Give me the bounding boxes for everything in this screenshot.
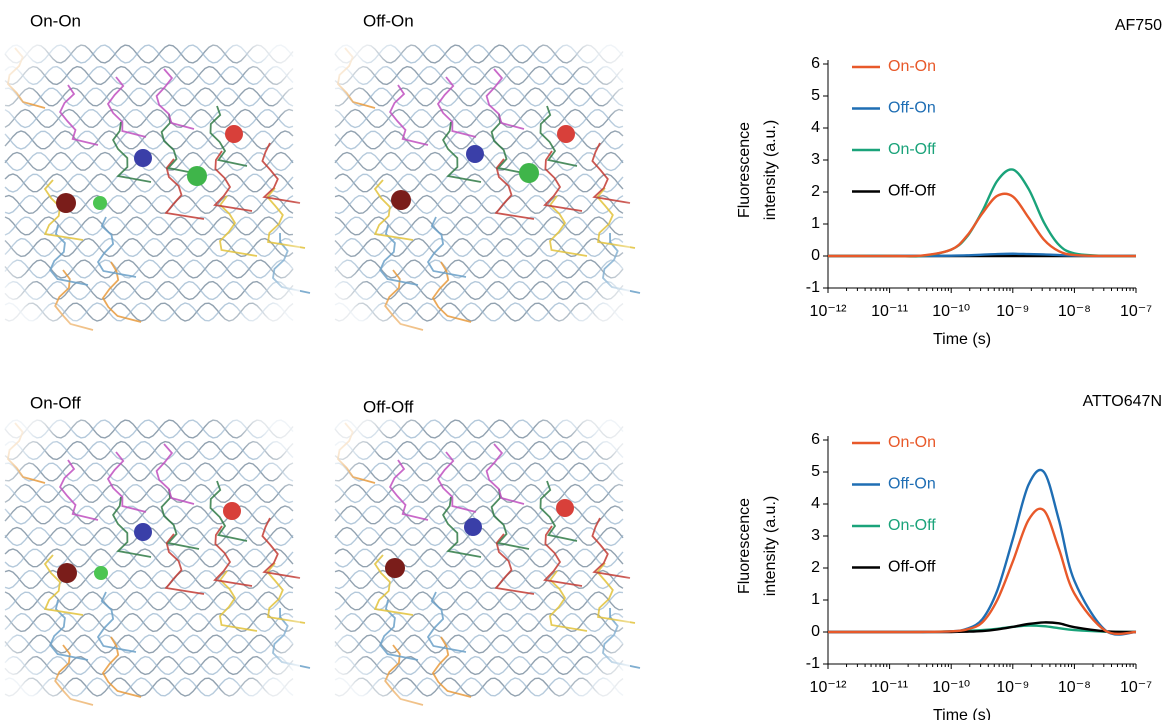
x-axis-label: Time (s): [933, 331, 991, 348]
chart-title: ATTO647N: [1083, 393, 1162, 410]
x-tick-label: 10⁻¹⁰: [932, 679, 970, 696]
data-line: [827, 192, 1137, 258]
y-tick-label: 2: [811, 559, 820, 576]
x-tick-label: 10⁻⁷: [1120, 679, 1152, 696]
panel-label: On-Off: [30, 393, 81, 412]
origami-panel: [329, 409, 641, 711]
x-axis-label: Time (s): [933, 707, 991, 720]
y-tick-label: 1: [811, 215, 820, 232]
y-tick-label: 5: [811, 463, 820, 480]
dye: [223, 502, 241, 520]
panel-label: Off-Off: [363, 397, 414, 416]
y-tick-label: 1: [811, 591, 820, 608]
legend-label: On-On: [888, 58, 936, 75]
x-tick-label: 10⁻⁷: [1120, 303, 1152, 320]
dye: [134, 149, 152, 167]
dye: [466, 145, 484, 163]
legend-label: On-Off: [888, 517, 936, 534]
origami-panel: [329, 34, 641, 336]
x-tick-label: 10⁻¹⁰: [932, 303, 970, 320]
x-tick-label: 10⁻⁸: [1058, 303, 1091, 320]
y-tick-label: 3: [811, 527, 820, 544]
dye: [557, 125, 575, 143]
y-axis-label: intensity (a.u.): [762, 120, 779, 220]
x-tick-label: 10⁻¹¹: [871, 679, 908, 696]
panel-label: Off-On: [363, 11, 414, 30]
legend-label: Off-Off: [888, 183, 936, 200]
x-tick-label: 10⁻¹¹: [871, 303, 908, 320]
y-tick-label: 4: [811, 495, 820, 512]
dye: [94, 566, 108, 580]
dye: [385, 558, 405, 578]
legend-label: Off-Off: [888, 559, 936, 576]
y-tick-label: 2: [811, 183, 820, 200]
dye: [519, 163, 539, 183]
legend-label: Off-On: [888, 100, 936, 117]
dye: [93, 196, 107, 210]
x-tick-label: 10⁻⁸: [1058, 679, 1091, 696]
y-tick-label: 0: [811, 247, 820, 264]
y-tick-label: 0: [811, 623, 820, 640]
x-tick-label: 10⁻⁹: [996, 679, 1029, 696]
dye: [464, 518, 482, 536]
y-axis-label: Fluorescence: [736, 122, 753, 218]
data-line: [827, 507, 1137, 636]
dye: [225, 125, 243, 143]
y-axis-label: intensity (a.u.): [762, 496, 779, 596]
y-tick-label: 6: [811, 431, 820, 448]
origami-panel: [0, 34, 311, 336]
y-tick-label: -1: [806, 655, 820, 672]
dye: [57, 563, 77, 583]
panel-label: On-On: [30, 11, 81, 30]
legend-label: On-On: [888, 434, 936, 451]
y-tick-label: 4: [811, 119, 820, 136]
y-tick-label: -1: [806, 279, 820, 296]
y-tick-label: 5: [811, 87, 820, 104]
dye: [556, 499, 574, 517]
data-line: [827, 468, 1137, 636]
x-tick-label: 10⁻⁹: [996, 303, 1029, 320]
chart-title: AF750: [1115, 17, 1162, 34]
dye: [56, 193, 76, 213]
legend-label: Off-On: [888, 476, 936, 493]
origami-panel: [0, 409, 311, 711]
x-tick-label: 10⁻¹²: [810, 679, 848, 696]
dye: [391, 190, 411, 210]
x-tick-label: 10⁻¹²: [810, 303, 848, 320]
legend-label: On-Off: [888, 141, 936, 158]
y-axis-label: Fluorescence: [736, 498, 753, 594]
dye: [134, 523, 152, 541]
y-tick-label: 6: [811, 55, 820, 72]
dye: [187, 166, 207, 186]
y-tick-label: 3: [811, 151, 820, 168]
